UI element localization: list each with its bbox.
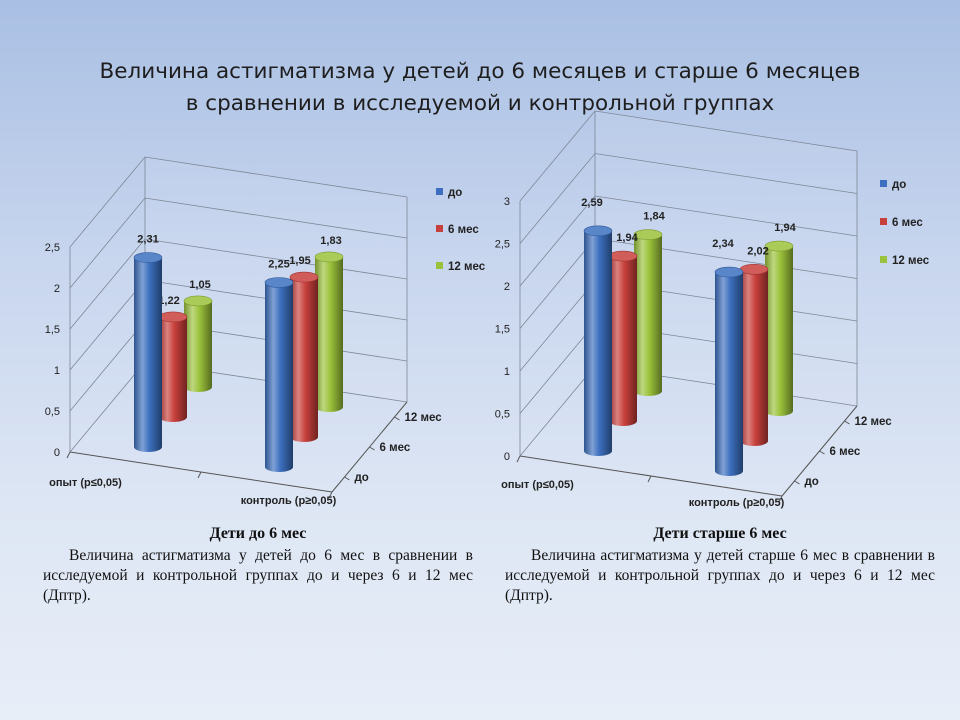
y-tick-label: 2,5 bbox=[495, 239, 510, 251]
data-label-6-мес: 2,02 bbox=[747, 245, 768, 257]
legend-swatch-6-мес bbox=[880, 218, 887, 225]
x-tick-label: опыт (р≤0,05) bbox=[49, 477, 122, 489]
caption-body: Величина астигматизма у детей до 6 мес в… bbox=[43, 547, 473, 604]
cylinder-12-мес-opyt-body bbox=[184, 300, 212, 392]
cylinder-до-kontrol-top bbox=[714, 266, 744, 278]
cylinder-12-мес-kontrol-body bbox=[315, 256, 343, 412]
legend-swatch-до bbox=[880, 180, 887, 187]
caption-under-6-months: Дети до 6 мес Величина астигматизма у де… bbox=[43, 524, 473, 606]
y-tick-label: 1 bbox=[504, 366, 510, 378]
slide-title: Величина астигматизма у детей до 6 месяц… bbox=[0, 56, 960, 120]
legend-label-6-мес: 6 мес bbox=[448, 224, 479, 236]
y-tick-label: 0 bbox=[54, 447, 60, 459]
y-tick-label: 0 bbox=[504, 451, 510, 463]
legend-swatch-6-мес bbox=[436, 225, 443, 232]
data-label-12-мес: 1,05 bbox=[189, 279, 210, 291]
x-tick-label: контроль (р≥0,05) bbox=[689, 497, 785, 509]
cylinder-6-мес-opyt-top bbox=[608, 250, 638, 262]
x-tick-label: контроль (р≥0,05) bbox=[241, 495, 337, 507]
y-tick-label: 0,5 bbox=[495, 409, 510, 421]
depth-tick-mark bbox=[369, 446, 375, 451]
legend-label-6-мес: 6 мес bbox=[892, 217, 923, 229]
y-tick-label: 1,5 bbox=[45, 324, 60, 336]
title-line-2: в сравнении в исследуемой и контрольной … bbox=[185, 91, 775, 116]
cylinder-12-мес-kontrol-top bbox=[764, 240, 794, 252]
x-tick-mark bbox=[778, 495, 783, 503]
depth-tick-mark bbox=[344, 476, 350, 481]
x-tick-mark bbox=[647, 475, 652, 483]
data-label-6-мес: 1,22 bbox=[158, 295, 179, 307]
depth-tick-label: 6 мес bbox=[830, 446, 861, 458]
x-tick-mark bbox=[66, 451, 71, 459]
cylinder-12-мес-kontrol-top bbox=[314, 251, 344, 263]
cylinder-до-kontrol-top bbox=[264, 277, 294, 288]
legend-label-12-мес: 12 мес bbox=[448, 261, 486, 273]
cylinder-до-opyt-body bbox=[134, 257, 162, 452]
title-line-1: Величина астигматизма у детей до 6 месяц… bbox=[99, 59, 861, 84]
y-tick-label: 3 bbox=[504, 196, 510, 208]
depth-tick-mark bbox=[394, 416, 400, 421]
cylinder-до-opyt-top bbox=[583, 225, 613, 237]
depth-tick-label: 6 мес bbox=[380, 442, 411, 454]
cylinder-12-мес-kontrol-body bbox=[765, 246, 793, 416]
x-tick-mark bbox=[197, 471, 202, 479]
y-tick-label: 0,5 bbox=[45, 406, 60, 418]
legend-label-12-мес: 12 мес bbox=[892, 255, 930, 267]
y-tick-label: 2,5 bbox=[45, 242, 60, 254]
cylinder-до-opyt-top bbox=[133, 252, 163, 263]
cylinder-6-мес-kontrol-body bbox=[290, 277, 318, 442]
depth-tick-mark bbox=[819, 450, 825, 455]
data-label-12-мес: 1,84 bbox=[643, 211, 665, 223]
caption-heading: Дети старше 6 мес bbox=[653, 525, 787, 542]
legend-label-до: до bbox=[892, 179, 906, 191]
x-tick-label: опыт (р≤0,05) bbox=[501, 479, 574, 491]
y-tick-label: 1 bbox=[54, 365, 60, 377]
cylinder-6-мес-opyt-body bbox=[609, 256, 637, 426]
data-label-до: 2,25 bbox=[268, 259, 289, 271]
legend-swatch-12-мес bbox=[436, 262, 443, 269]
cylinder-до-kontrol-body bbox=[265, 282, 293, 472]
data-label-до: 2,59 bbox=[581, 197, 602, 209]
caption-heading: Дети до 6 мес bbox=[209, 525, 307, 542]
cylinder-12-мес-opyt-body bbox=[634, 234, 662, 396]
data-label-до: 2,31 bbox=[137, 234, 158, 246]
legend-swatch-12-мес bbox=[880, 256, 887, 263]
cylinder-12-мес-opyt-top bbox=[183, 295, 213, 307]
cylinder-6-мес-kontrol-top bbox=[739, 263, 769, 275]
cylinder-12-мес-opyt-top bbox=[633, 229, 663, 240]
cylinder-до-opyt-body bbox=[584, 230, 612, 456]
depth-tick-label: до bbox=[805, 476, 819, 488]
cylinder-6-мес-kontrol-top bbox=[289, 271, 319, 283]
cylinder-6-мес-opyt-body bbox=[159, 316, 187, 422]
data-label-6-мес: 1,94 bbox=[616, 232, 638, 244]
cylinder-до-kontrol-body bbox=[715, 272, 743, 476]
x-tick-mark bbox=[516, 455, 521, 463]
caption-over-6-months: Дети старше 6 мес Величина астигматизма … bbox=[505, 524, 935, 606]
legend-swatch-до bbox=[436, 188, 443, 195]
depth-tick-label: 12 мес bbox=[855, 416, 893, 428]
data-label-6-мес: 1,95 bbox=[289, 255, 310, 267]
y-tick-label: 1,5 bbox=[495, 324, 510, 336]
caption-body: Величина астигматизма у детей старше 6 м… bbox=[505, 547, 935, 604]
y-tick-label: 2 bbox=[54, 283, 60, 295]
data-label-12-мес: 1,83 bbox=[320, 235, 341, 247]
depth-tick-mark bbox=[844, 420, 850, 425]
depth-tick-label: до bbox=[355, 472, 369, 484]
depth-tick-mark bbox=[794, 480, 800, 485]
legend-label-до: до bbox=[448, 187, 462, 199]
depth-tick-label: 12 мес bbox=[405, 412, 443, 424]
cylinder-6-мес-kontrol-body bbox=[740, 269, 768, 446]
x-tick-mark bbox=[328, 491, 333, 499]
y-tick-label: 2 bbox=[504, 281, 510, 293]
data-label-до: 2,34 bbox=[712, 238, 734, 250]
data-label-12-мес: 1,94 bbox=[774, 222, 796, 234]
